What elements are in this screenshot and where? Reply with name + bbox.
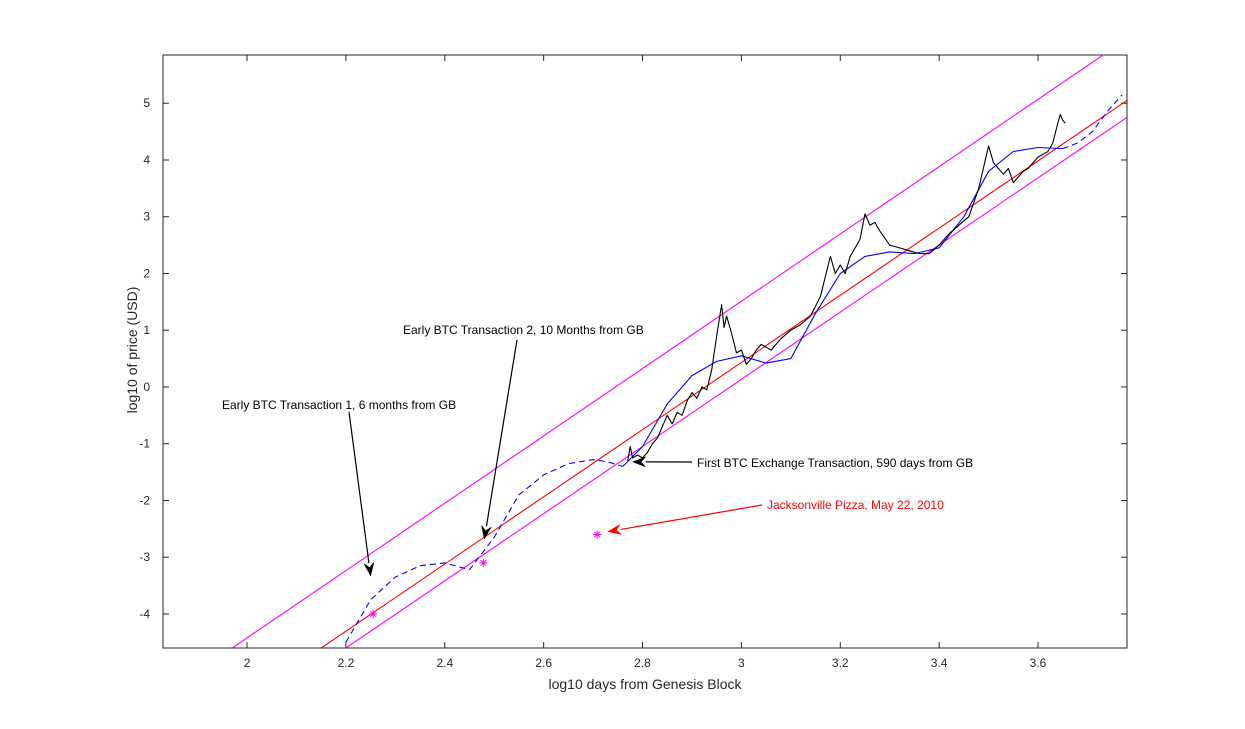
x-tick-label: 2.2: [338, 656, 355, 670]
data-point-marker: [479, 558, 488, 567]
annotation-early-tx-1-label: Early BTC Transaction 1, 6 months from G…: [222, 398, 456, 412]
annotation-first-exchange: First BTC Exchange Transaction, 590 days…: [631, 456, 973, 470]
annotation-early-tx-2-arrow: [481, 339, 518, 540]
data-point-marker: [593, 530, 602, 539]
x-tick-label: 3.6: [1030, 656, 1047, 670]
y-tick-label: -3: [139, 550, 150, 564]
x-axis: 2 2.2 2.4 2.6 2.8 3 3.2 3.4 3.6: [244, 55, 1047, 670]
y-tick-label: 0: [143, 380, 150, 394]
x-tick-label: 2.6: [535, 656, 552, 670]
annotation-jacksonville-pizza-label: Jacksonville Pizza, May 22, 2010: [767, 498, 944, 512]
y-axis: -4 -3 -2 -1 0 1 2 3 4 5: [139, 96, 1127, 621]
x-tick-label: 3: [738, 656, 745, 670]
series-model-solid: [622, 146, 1063, 467]
series-regression: [320, 99, 1127, 648]
y-axis-label: log10 of price (USD): [124, 287, 140, 414]
y-tick-label: 2: [143, 266, 150, 280]
series-layer: [231, 55, 1127, 648]
plot-area: [162, 54, 1128, 649]
points-layer: [369, 530, 602, 618]
y-tick-label: 4: [143, 153, 150, 167]
x-tick-label: 3.4: [931, 656, 948, 670]
y-tick-label: 1: [143, 323, 150, 337]
annotation-early-tx-1: Early BTC Transaction 1, 6 months from G…: [222, 398, 456, 577]
x-tick-label: 2: [244, 656, 251, 670]
series-model-dashed-late: [1062, 94, 1123, 150]
y-tick-label: -2: [139, 493, 150, 507]
x-tick-label: 3.2: [832, 656, 849, 670]
y-tick-label: 3: [143, 210, 150, 224]
data-point-marker: [369, 609, 378, 618]
annotation-first-exchange-label: First BTC Exchange Transaction, 590 days…: [697, 456, 973, 470]
annotation-first-exchange-arrow: [631, 456, 693, 468]
x-tick-label: 2.4: [436, 656, 453, 670]
annotation-early-tx-1-arrow: [348, 411, 375, 577]
y-tick-label: -4: [139, 607, 150, 621]
annotation-early-tx-2-label: Early BTC Transaction 2, 10 Months from …: [403, 323, 644, 337]
series-lower-band: [345, 116, 1127, 648]
annotation-jacksonville-pizza: Jacksonville Pizza, May 22, 2010: [607, 498, 944, 535]
series-upper-band: [231, 55, 1105, 648]
series-model-dashed-early: [345, 459, 623, 643]
annotation-early-tx-2: Early BTC Transaction 2, 10 Months from …: [403, 323, 644, 540]
x-axis-label: log10 days from Genesis Block: [549, 676, 743, 692]
y-tick-label: -1: [139, 437, 150, 451]
annotation-jacksonville-pizza-arrow: [607, 504, 763, 535]
x-tick-label: 2.8: [634, 656, 651, 670]
series-price: [627, 114, 1066, 461]
y-tick-label: 5: [143, 96, 150, 110]
